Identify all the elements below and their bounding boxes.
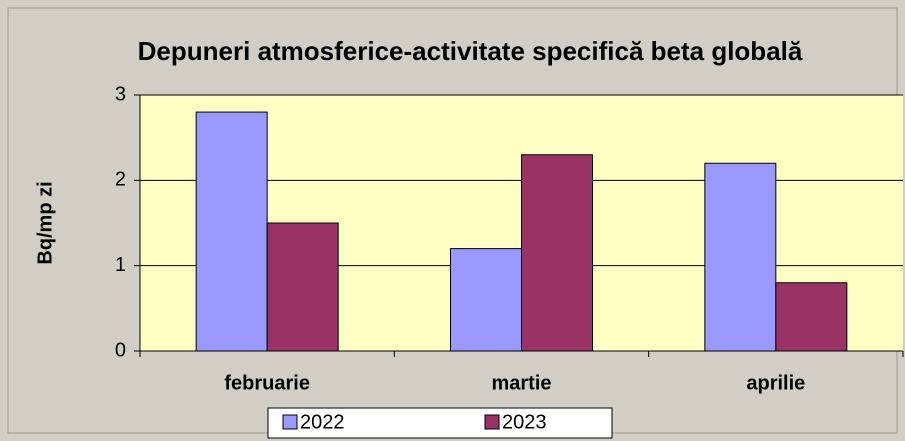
bar: [195, 111, 268, 352]
y-tick-label: 2: [115, 169, 126, 191]
y-tick-label: 1: [115, 254, 126, 276]
bar: [704, 162, 777, 352]
legend-label: 2022: [300, 411, 345, 433]
chart-title: Depuneri atmosferice-activitate specific…: [137, 36, 803, 66]
legend-swatch: [282, 414, 298, 430]
legend-box: [267, 407, 613, 439]
x-tick-label: februarie: [224, 372, 310, 394]
legend-label: 2023: [502, 411, 547, 433]
y-tick-label: 3: [115, 83, 126, 105]
bar: [266, 222, 339, 352]
legend-swatch: [484, 414, 500, 430]
y-tick-label: 0: [115, 339, 126, 361]
y-axis-label: Bq/mp zi: [34, 181, 56, 264]
x-tick-label: martie: [491, 372, 551, 394]
bar: [775, 282, 848, 352]
x-tick-label: aprilie: [746, 372, 805, 394]
bar: [450, 248, 522, 352]
bar: [521, 154, 593, 352]
